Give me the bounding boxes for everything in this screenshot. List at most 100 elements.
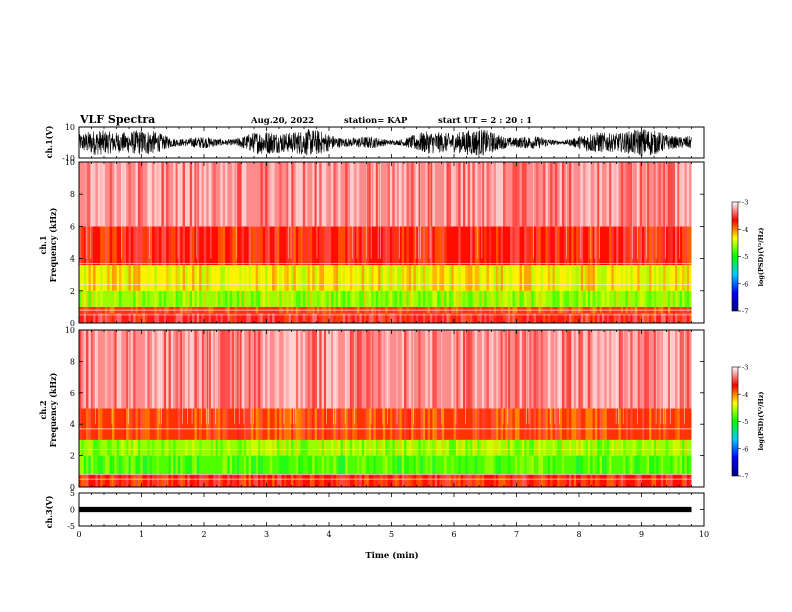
ch2-spectrogram-y-tick-label: 4 [70, 420, 75, 429]
ch2-spectrogram-texture [550, 455, 553, 475]
ch2-colorbar-tick-label: -4 [742, 391, 748, 399]
ch1-spectrogram-texture [234, 226, 237, 266]
ch1-spectrogram-texture [222, 290, 226, 307]
ch2-spectrogram-texture [295, 474, 299, 487]
ch1-spectrogram-texture [265, 226, 268, 266]
ch2-spectrogram-texture [295, 439, 299, 456]
ch2-spectrogram-texture [597, 439, 600, 456]
ch2-spectrogram-texture [161, 439, 164, 456]
ch1-spectrogram-texture [321, 290, 324, 307]
ch2-spectrogram-texture [465, 330, 468, 409]
ch1-spectrogram-texture [154, 162, 157, 227]
ch2-spectrogram-texture [276, 439, 280, 456]
ch1-spectrogram-texture [646, 265, 650, 291]
ch1-spectrogram-texture [437, 226, 440, 266]
ch2-spectrogram-texture [137, 439, 141, 456]
ch2-spectrogram-texture [519, 439, 522, 456]
ch1-spectrogram-texture [241, 226, 244, 266]
ch2-spectrogram-texture [88, 330, 91, 409]
ch1-spectrogram-texture [467, 313, 471, 323]
ch1-spectrogram-texture [554, 265, 558, 291]
ch1-spectrogram-texture [427, 162, 431, 227]
ch1-spectrogram-texture [670, 290, 673, 307]
ch2-spectrogram-texture [590, 439, 593, 456]
ch1-spectrogram-texture [439, 226, 442, 266]
ch2-spectrogram-texture [375, 439, 379, 456]
ch2-spectrogram-texture [401, 330, 405, 409]
ch1-spectrogram-texture [135, 226, 138, 266]
ch2-spectrogram-texture [495, 330, 499, 409]
ch1-spectrogram-texture [682, 162, 685, 227]
ch2-spectrogram-texture [154, 474, 157, 487]
ch1-spectrogram-texture [319, 265, 322, 291]
ch2-spectrogram-texture [491, 455, 494, 475]
ch2-spectrogram-texture [229, 455, 233, 475]
ch2-spectrogram-texture [616, 330, 619, 409]
ch2-spectrogram-texture [488, 439, 492, 456]
ch1-spectrogram-texture [642, 265, 645, 291]
ch2-spectrogram-texture [656, 439, 659, 456]
ch2-spectrogram-texture [126, 474, 129, 487]
ch2-spectrogram-texture [128, 455, 131, 475]
ch1-spectrogram-texture [100, 290, 103, 307]
ch2-spectrogram-texture [279, 455, 282, 475]
ch1-spectrogram-texture [425, 162, 428, 227]
ch1-spectrogram-texture [114, 162, 117, 227]
ch1-spectrogram-texture [208, 265, 211, 291]
ch1-waveform-trace [78, 129, 692, 157]
ch1-spectrogram-texture [338, 226, 341, 266]
ch1-spectrogram-texture [592, 290, 595, 307]
ch1-spectrogram-texture [503, 313, 506, 323]
ch2-spectrogram-texture [250, 455, 254, 475]
ch2-spectrogram-texture [561, 455, 565, 475]
ch1-spectrogram-texture [97, 162, 101, 227]
ch2-spectrogram-texture [359, 474, 362, 487]
ch2-spectrogram-texture [232, 455, 235, 475]
ch2-spectrogram-texture [486, 455, 489, 475]
ch2-spectrogram-texture [399, 439, 402, 456]
ch1-spectrogram-texture [559, 290, 562, 307]
ch1-spectrogram-texture [517, 313, 520, 323]
ch1-spectrogram-texture [519, 290, 522, 307]
ch2-spectrogram-texture [484, 455, 487, 475]
ch2-spectrogram-texture [618, 330, 621, 409]
ch1-spectrogram-texture [625, 162, 628, 227]
ch1-spectrogram-texture [163, 226, 167, 266]
ch2-spectrogram-texture [182, 474, 186, 487]
ch2-spectrogram-texture [298, 455, 301, 475]
ch2-spectrogram-texture [121, 439, 124, 456]
ch2-spectrogram-texture [222, 408, 226, 440]
ch2-spectrogram-texture [576, 455, 579, 475]
ch1-spectrogram-texture [236, 290, 240, 307]
ch2-spectrogram-texture [561, 439, 565, 456]
ch2-spectrogram-texture [159, 474, 162, 487]
ch2-spectrogram-texture [470, 330, 473, 409]
ch2-spectrogram-texture [364, 474, 367, 487]
ch1-spectrogram-texture [411, 290, 414, 307]
ch2-spectrogram-texture [521, 439, 525, 456]
ch2-spectrogram-texture [208, 330, 211, 409]
ch1-spectrogram-texture [500, 226, 504, 266]
ch2-spectrogram-texture [679, 439, 683, 456]
ch1-spectrogram-texture [319, 226, 322, 266]
ch1-spectrogram-texture [613, 290, 617, 307]
ch2-spectrogram-texture [201, 474, 204, 487]
ch1-spectrogram-texture [389, 290, 393, 307]
ch1-spectrogram-texture [220, 226, 223, 266]
ch2-spectrogram-texture [514, 455, 518, 475]
ch1-spectrogram-texture [460, 313, 463, 323]
ch2-spectrogram-texture [300, 455, 303, 475]
ch2-spectrogram-texture [225, 455, 228, 475]
ch1-spectrogram-texture [465, 313, 468, 323]
ch1-spectrogram-texture [507, 265, 511, 291]
ch2-spectrogram-texture [276, 474, 280, 487]
ch2-spectrogram-texture [536, 439, 539, 456]
ch2-spectrogram-texture [660, 455, 664, 475]
ch1-spectrogram-texture [411, 265, 414, 291]
ch2-spectrogram-texture [298, 408, 301, 440]
ch1-spectrogram-texture [387, 226, 390, 266]
ch1-spectrogram-texture [569, 162, 572, 227]
ch1-spectrogram-texture [561, 162, 565, 227]
ch1-spectrogram-texture [521, 290, 525, 307]
ch1-spectrogram-ylabel-frequency: Frequency (kHz) [48, 207, 58, 282]
